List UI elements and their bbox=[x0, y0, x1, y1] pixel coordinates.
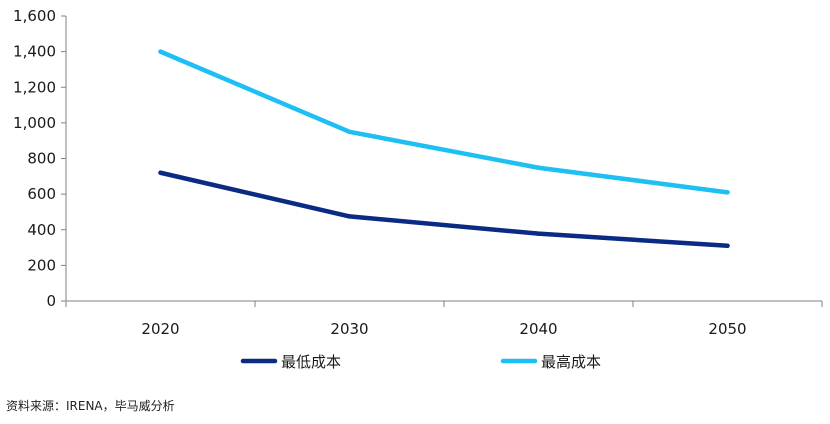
y-tick-label: 200 bbox=[27, 256, 56, 274]
y-tick-label: 1,400 bbox=[13, 43, 56, 61]
y-tick-label: 1,200 bbox=[13, 78, 56, 96]
y-tick-label: 0 bbox=[46, 292, 56, 310]
data-point-2-2020 bbox=[158, 49, 163, 54]
y-tick-label: 800 bbox=[27, 150, 56, 168]
series-layer bbox=[158, 49, 730, 249]
y-tick-label: 600 bbox=[27, 185, 56, 203]
series-line-1 bbox=[158, 170, 730, 249]
data-point-2-2050 bbox=[725, 190, 730, 195]
data-point-1-2030 bbox=[347, 214, 352, 219]
x-axis: 2020 2030 2040 2050 bbox=[65, 300, 823, 338]
legend: 最低成本 最高成本 bbox=[240, 353, 601, 371]
y-tick-label: 1,000 bbox=[13, 114, 56, 132]
x-tick-label: 2050 bbox=[708, 320, 746, 338]
source-note: 资料来源：IRENA，毕马威分析 bbox=[6, 399, 175, 413]
y-tick-label: 400 bbox=[27, 221, 56, 239]
data-point-2-2030 bbox=[347, 129, 352, 134]
y-tick-label: 1,600 bbox=[13, 7, 56, 25]
series-line-2 bbox=[158, 49, 730, 195]
x-tick-label: 2020 bbox=[141, 320, 179, 338]
data-point-1-2040 bbox=[536, 231, 541, 236]
data-point-1-2050 bbox=[725, 243, 730, 248]
data-point-1-2020 bbox=[158, 170, 163, 175]
legend-label-1: 最低成本 bbox=[281, 353, 341, 371]
x-tick-label: 2040 bbox=[519, 320, 557, 338]
legend-label-2: 最高成本 bbox=[541, 353, 601, 371]
y-axis: 0 200 400 600 800 1,000 1,200 1,400 1,600 bbox=[13, 7, 67, 310]
x-tick-label: 2030 bbox=[330, 320, 368, 338]
data-point-2-2040 bbox=[536, 165, 541, 170]
